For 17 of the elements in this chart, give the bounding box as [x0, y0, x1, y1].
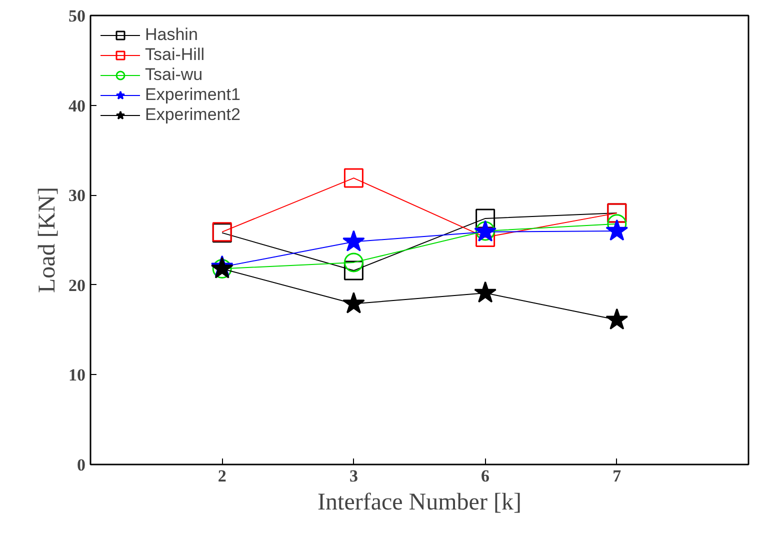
- y-tick-label: 50: [68, 6, 86, 26]
- x-axis-title: Interface Number [k]: [318, 490, 522, 516]
- x-tick-label: 6: [481, 466, 490, 486]
- x-tick-label: 3: [349, 466, 358, 486]
- legend-label: Tsai-Hill: [145, 45, 204, 65]
- legend-label: Experiment2: [145, 105, 240, 125]
- y-axis-title: Load [KN]: [34, 187, 60, 293]
- x-tick-label: 2: [218, 466, 226, 486]
- y-tick-label: 30: [68, 186, 86, 206]
- legend-label: Hashin: [145, 25, 198, 45]
- y-tick-label: 10: [68, 366, 86, 385]
- y-tick-label: 40: [68, 96, 86, 116]
- legend-label: Tsai-wu: [145, 65, 203, 85]
- y-tick-label: 0: [77, 456, 86, 474]
- legend-label: Experiment1: [145, 85, 240, 105]
- x-tick-label: 7: [612, 466, 622, 486]
- y-tick-label: 20: [68, 276, 86, 295]
